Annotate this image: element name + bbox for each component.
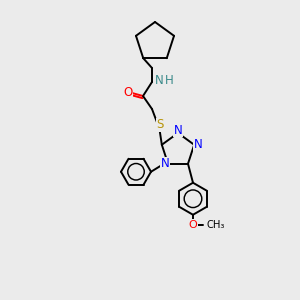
Text: N: N — [174, 124, 182, 136]
Text: S: S — [156, 118, 164, 131]
Text: N: N — [194, 138, 203, 151]
Text: O: O — [189, 220, 197, 230]
Text: N: N — [160, 157, 169, 170]
Text: N: N — [154, 74, 164, 88]
Text: H: H — [165, 74, 173, 88]
Text: CH₃: CH₃ — [207, 220, 225, 230]
Text: O: O — [123, 86, 133, 100]
